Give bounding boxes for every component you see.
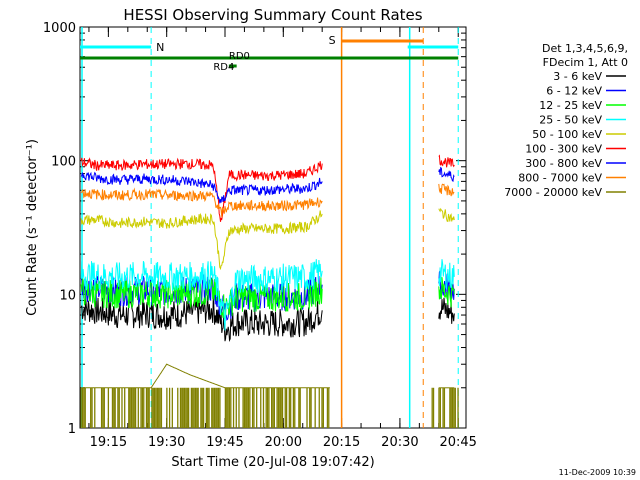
legend-entry: 3 - 6 keV xyxy=(553,70,602,83)
saa-label: S xyxy=(329,34,336,47)
legend-entry: 25 - 50 keV xyxy=(539,114,602,127)
x-tick-label: 20:15 xyxy=(323,435,360,450)
x-tick-label: 19:45 xyxy=(206,435,243,450)
series-line xyxy=(80,277,323,321)
legend-entry: 7000 - 20000 keV xyxy=(504,186,602,199)
legend-header: FDecim 1, Att 0 xyxy=(543,56,628,69)
legend-entry: 50 - 100 keV xyxy=(532,128,602,141)
decimation-label: RD0 xyxy=(229,51,250,62)
series-line xyxy=(80,157,323,222)
series-line xyxy=(438,154,455,168)
series-line xyxy=(80,210,323,271)
x-tick-label: 19:15 xyxy=(90,435,127,450)
series-line xyxy=(438,259,455,290)
x-tick-label: 20:00 xyxy=(265,435,302,450)
series-line xyxy=(81,363,330,389)
series-line xyxy=(438,297,455,324)
data-layer xyxy=(80,27,459,428)
chart-title: HESSI Observing Summary Count Rates xyxy=(123,6,422,24)
series-line xyxy=(80,171,323,204)
x-tick-label: 20:30 xyxy=(381,435,418,450)
series-line xyxy=(438,207,455,223)
x-axis-label: Start Time (20-Jul-08 19:07:42) xyxy=(171,455,374,470)
y-axis-label: Count Rate (s⁻¹ detector⁻¹) xyxy=(25,139,40,316)
series-line xyxy=(80,259,323,331)
series-line xyxy=(438,166,455,182)
legend-entry: 300 - 800 keV xyxy=(525,157,602,170)
series-line xyxy=(80,187,323,218)
plot-frame xyxy=(79,26,467,429)
legend-header: Det 1,3,4,5,6,9, xyxy=(542,42,628,55)
legend-entry: 6 - 12 keV xyxy=(546,85,602,98)
series-line xyxy=(438,183,455,197)
night-label: N xyxy=(156,41,164,54)
timestamp: 11-Dec-2009 10:39 xyxy=(559,468,636,477)
y-tick-label: 100 xyxy=(51,155,76,170)
x-tick-label: 19:30 xyxy=(148,435,185,450)
legend-entry: 800 - 7000 keV xyxy=(518,172,602,185)
y-tick-label: 1000 xyxy=(43,21,76,36)
legend-entry: 12 - 25 keV xyxy=(539,99,602,112)
x-tick-label: 20:45 xyxy=(439,435,476,450)
y-tick-label: 10 xyxy=(59,288,76,303)
decimation-label: RD4 xyxy=(213,62,234,73)
legend-entry: 100 - 300 keV xyxy=(525,143,602,156)
y-tick-label: 1 xyxy=(68,422,76,437)
